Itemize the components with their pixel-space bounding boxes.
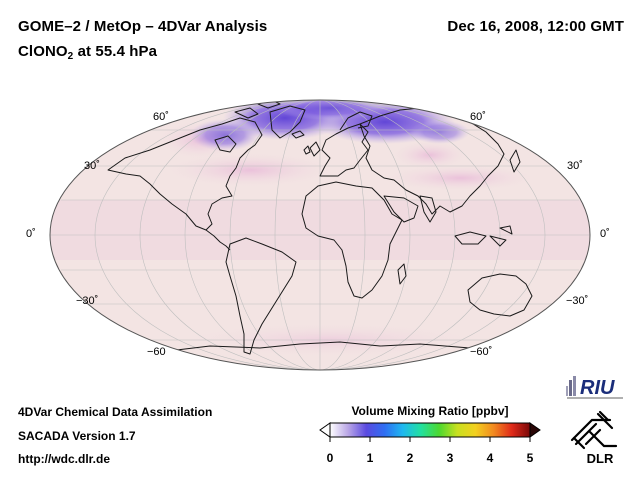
lat-label-left-30: 30˚: [84, 160, 100, 172]
footer-url[interactable]: http://wdc.dlr.de: [18, 452, 110, 466]
species-level: ClONO2 at 55.4 hPa: [18, 43, 157, 62]
graticule: [50, 100, 590, 370]
colorbar: [319, 422, 541, 442]
lat-label-right-m30: −30˚: [566, 295, 589, 307]
lat-label-right-30: 30˚: [567, 160, 583, 172]
footer-method: 4DVar Chemical Data Assimilation: [18, 405, 213, 419]
colorbar-title: Volume Mixing Ratio [ppbv]: [351, 404, 509, 418]
colorbar-gradient: [330, 423, 530, 437]
colorbar-tick-label: 1: [366, 451, 374, 465]
globe-outline: [49, 99, 591, 371]
dlr-text: DLR: [587, 451, 614, 466]
colorbar-high-arrow: [529, 422, 541, 438]
lat-label-right-0: 0˚: [600, 228, 610, 240]
lat-label-left-m30: −30˚: [76, 295, 99, 307]
colorbar-tick-label: 2: [406, 451, 414, 465]
dlr-logo: [570, 410, 618, 450]
colorbar-tick-label: 4: [486, 451, 494, 465]
lat-label-left-0: 0˚: [26, 228, 36, 240]
colorbar-tick-label: 0: [326, 451, 334, 465]
map-title: GOME–2 / MetOp – 4DVar Analysis: [18, 18, 268, 35]
lat-label-left-m60: −60: [147, 346, 166, 358]
species-name: ClONO: [18, 43, 68, 60]
lat-label-right-60: 60˚: [470, 111, 486, 123]
colorbar-low-arrow: [319, 422, 331, 438]
colorbar-tick-label: 5: [526, 451, 534, 465]
lat-label-left-60: 60˚: [153, 111, 169, 123]
footer-version: SACADA Version 1.7: [18, 429, 136, 443]
riu-logo: RIU: [566, 376, 623, 399]
pressure-level: at 55.4 hPa: [73, 43, 158, 60]
coastlines: [107, 100, 557, 355]
date-time: Dec 16, 2008, 12:00 GMT: [447, 18, 624, 35]
species-subscript: 2: [67, 51, 74, 62]
colorbar-tick-label: 3: [446, 451, 454, 465]
svg-text:RIU: RIU: [580, 377, 615, 399]
lat-label-right-m60: −60˚: [470, 346, 493, 358]
